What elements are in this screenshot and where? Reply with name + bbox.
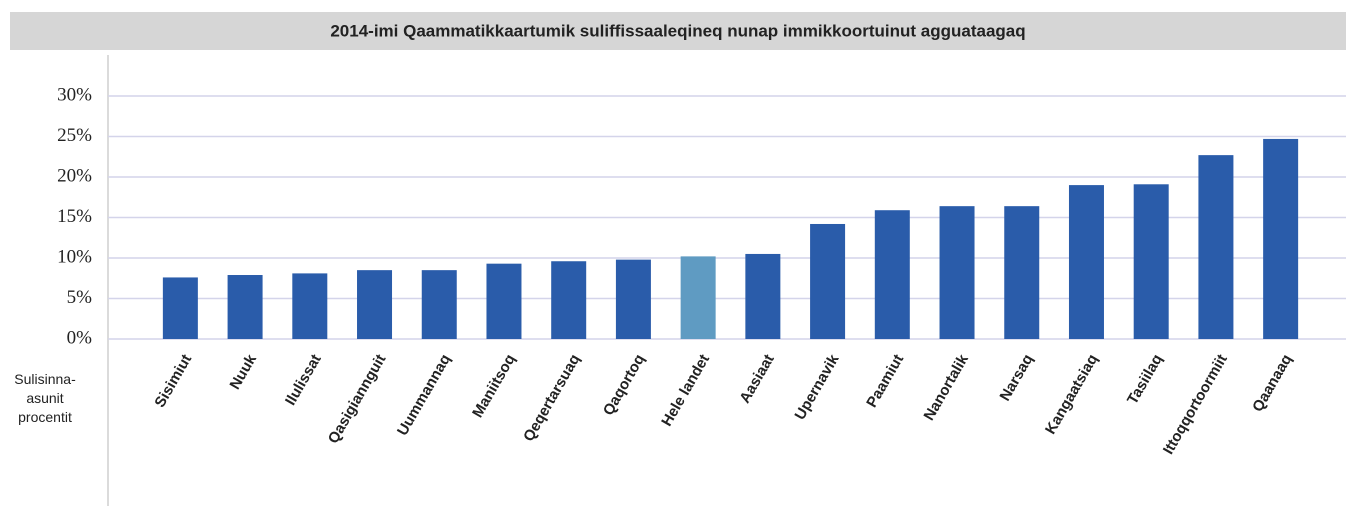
x-tick-label: Aasiaat xyxy=(736,351,777,406)
bar xyxy=(292,273,328,339)
x-tick-label: Narsaq xyxy=(996,351,1036,404)
y-tick-label: 30% xyxy=(57,84,92,105)
x-tick-label: Ilulissat xyxy=(282,351,325,408)
bar xyxy=(745,253,781,339)
x-tick-label: Qaqortoq xyxy=(600,351,648,418)
x-tick-label: Ittoqqortoormiit xyxy=(1160,351,1231,457)
x-tick-label: Qasigiannguit xyxy=(325,351,390,446)
x-tick-label: Qeqertarsuaq xyxy=(520,351,583,444)
x-tick-label: Paamiut xyxy=(863,351,907,410)
bar xyxy=(162,277,198,339)
x-tick-label: Tasiilaq xyxy=(1124,351,1166,407)
bar xyxy=(615,259,651,339)
x-tick-label: Qaanaaq xyxy=(1249,351,1295,414)
bar xyxy=(874,210,910,339)
y-tick-label: 0% xyxy=(67,327,93,348)
y-tick-label: 20% xyxy=(57,165,92,186)
x-tick-label: Nanortalik xyxy=(921,351,973,424)
bar xyxy=(939,206,975,339)
y-tick-label: 15% xyxy=(57,206,92,227)
x-tick-label: Sisimiut xyxy=(151,351,195,410)
bar xyxy=(227,275,263,339)
x-tick-label: Uummannaq xyxy=(394,351,454,438)
bar xyxy=(551,261,587,339)
bar xyxy=(1068,185,1104,339)
y-tick-label: 25% xyxy=(57,125,92,146)
x-tick-label: Upernavik xyxy=(791,351,842,423)
y-tick-label: 5% xyxy=(67,287,93,308)
bar xyxy=(680,256,716,339)
bar xyxy=(1004,206,1040,339)
y-axis-label: Sulisinna-asunit procentit xyxy=(14,371,76,425)
bar xyxy=(486,263,522,339)
x-tick-label: Hele landet xyxy=(658,351,713,429)
bar xyxy=(421,270,457,339)
chart-title: 2014-imi Qaammatikkaartumik suliffissaal… xyxy=(330,21,1025,40)
x-tick-label: Kangaatsiaq xyxy=(1042,351,1101,437)
bar xyxy=(1198,155,1234,339)
x-tick-label: Maniitsoq xyxy=(469,351,519,420)
bar xyxy=(1133,184,1169,339)
bar xyxy=(357,270,393,339)
x-tick-label: Nuuk xyxy=(227,351,261,393)
title-band xyxy=(10,12,1346,50)
bar xyxy=(810,223,846,339)
y-tick-label: 10% xyxy=(57,246,92,267)
bar xyxy=(1263,138,1299,339)
